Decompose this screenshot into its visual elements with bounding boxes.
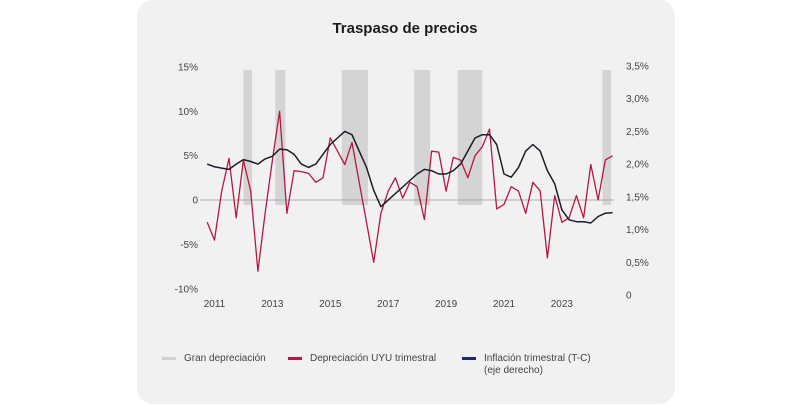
left-tick-label: -5% [180, 240, 198, 251]
right-tick-label: 0 [626, 291, 632, 302]
x-tick-label: 2023 [551, 299, 574, 310]
right-tick-label: 3,5% [626, 62, 649, 73]
x-tick-label: 2021 [493, 299, 516, 310]
legend-swatch-inf [462, 357, 476, 360]
legend-label-inf: Inflación trimestral (T-C)(eje derecho) [484, 353, 591, 376]
left-tick-label: 15% [178, 63, 198, 74]
right-tick-label: 2,5% [626, 127, 649, 138]
series-line-depreciacion [206, 110, 613, 272]
x-tick-label: 2011 [204, 299, 226, 310]
right-tick-label: 0,5% [626, 258, 649, 269]
left-tick-label: -10% [175, 285, 198, 296]
legend-label-gran: Gran depreciación [184, 353, 266, 364]
x-tick-label: 2017 [377, 299, 400, 310]
x-tick-label: 2013 [261, 299, 284, 310]
shaded-period-0 [243, 70, 253, 205]
chart-legend: Gran depreciación Depreciación UYU trime… [0, 353, 810, 393]
shaded-period-2 [341, 70, 368, 205]
shaded-period-4 [457, 70, 483, 205]
legend-swatch-gran [162, 357, 176, 360]
legend-item-depreciacion: Depreciación UYU trimestral [288, 353, 436, 365]
shaded-period-3 [414, 70, 431, 205]
right-tick-label: 1,5% [626, 192, 649, 203]
x-tick-label: 2019 [435, 299, 458, 310]
series-line-inflacion [206, 130, 613, 224]
right-tick-label: 1,0% [626, 225, 649, 236]
right-tick-label: 3,0% [626, 94, 649, 105]
legend-item-gran-depreciacion: Gran depreciación [162, 353, 266, 365]
legend-label-dep: Depreciación UYU trimestral [310, 353, 437, 364]
chart-title: Traspaso de precios [332, 20, 478, 37]
left-tick-label: 10% [178, 107, 198, 118]
shaded-period-1 [275, 70, 286, 205]
shaded-period-5 [602, 70, 612, 205]
right-tick-label: 2,0% [626, 160, 649, 171]
legend-item-inflacion: Inflación trimestral (T-C)(eje derecho) [462, 353, 602, 377]
x-tick-label: 2015 [319, 299, 342, 310]
left-tick-label: 0 [192, 196, 198, 207]
left-tick-label: 5% [184, 151, 199, 162]
legend-swatch-dep [288, 357, 302, 360]
